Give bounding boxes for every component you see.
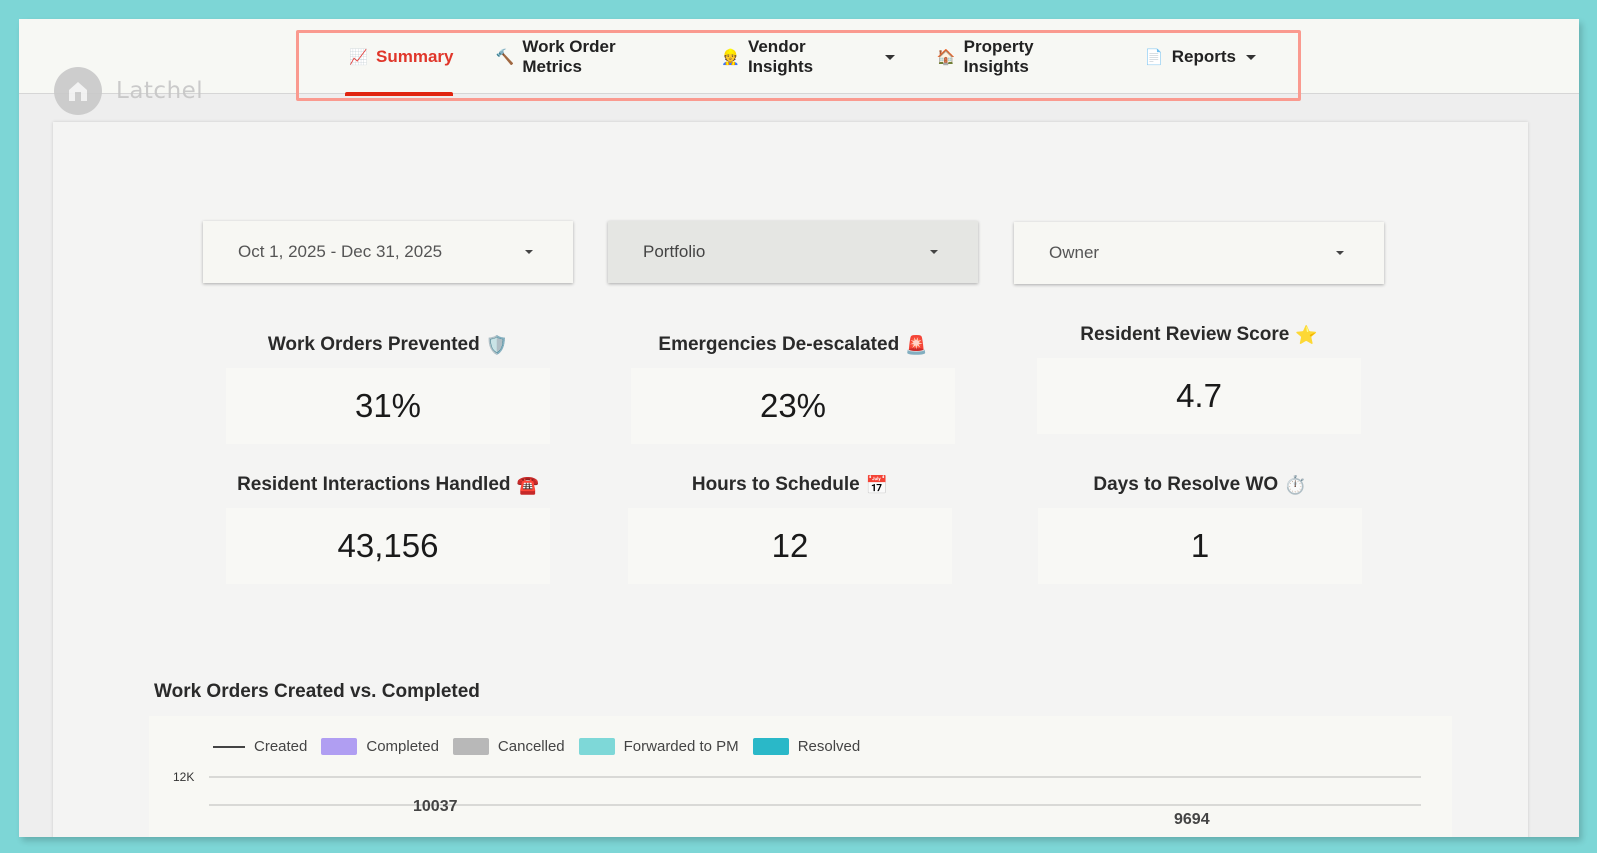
dashboard-window: Latchel 📈 Summary 🔨 Work Order Metrics 👷…	[19, 19, 1579, 837]
kpi-emergencies-deescalated-value: 23%	[631, 368, 955, 444]
legend-item-forwarded-to-pm[interactable]: Forwarded to PM	[578, 738, 739, 755]
chevron-down-icon	[1246, 54, 1256, 60]
chevron-down-icon	[884, 54, 895, 60]
legend-item-cancelled[interactable]: Cancelled	[452, 738, 565, 755]
tab-vendor-insights[interactable]: 👷 Vendor Insights	[721, 35, 895, 79]
kpi-title-text: Emergencies De-escalated	[658, 334, 900, 355]
gridline	[209, 776, 1421, 778]
kpi-hours-to-schedule-title: Hours to Schedule 📅	[628, 474, 952, 496]
color-swatch-icon	[321, 738, 358, 755]
main-tabs: 📈 Summary 🔨 Work Order Metrics 👷 Vendor …	[299, 33, 1298, 98]
tab-property-insights[interactable]: 🏠 Property Insights	[937, 35, 1103, 79]
legend-label: Completed	[366, 738, 439, 755]
owner-dropdown[interactable]: Owner	[1014, 222, 1384, 284]
legend-item-created[interactable]: Created	[213, 738, 307, 755]
work-orders-chart: Created Completed Cancelled Forwarded to…	[149, 716, 1452, 837]
tab-summary[interactable]: 📈 Summary	[344, 35, 454, 96]
kpi-days-to-resolve-title: Days to Resolve WO ⏱️	[1038, 474, 1362, 496]
star-icon: ⭐	[1295, 324, 1318, 345]
color-swatch-icon	[752, 738, 789, 755]
kpi-emergencies-deescalated-title: Emergencies De-escalated 🚨	[631, 334, 955, 356]
kpi-resident-review-score-value: 4.7	[1037, 358, 1361, 434]
kpi-hours-to-schedule-value: 12	[628, 508, 952, 584]
kpi-resident-review-score-title: Resident Review Score ⭐	[1037, 324, 1361, 346]
chevron-down-icon	[930, 250, 938, 254]
hammer-icon: 🔨	[495, 49, 515, 66]
chevron-down-icon	[525, 250, 533, 254]
legend-label: Created	[254, 738, 308, 755]
legend-label: Resolved	[797, 738, 861, 755]
tab-label: Summary	[376, 47, 454, 66]
legend-item-resolved[interactable]: Resolved	[752, 738, 861, 755]
portfolio-dropdown[interactable]: Portfolio	[608, 221, 978, 283]
shield-icon: 🛡️	[485, 334, 509, 355]
chevron-down-icon	[1336, 251, 1344, 255]
logo-text: Latchel	[116, 78, 204, 104]
kpi-title-text: Work Orders Prevented	[267, 334, 480, 355]
document-icon: 📄	[1144, 49, 1164, 66]
date-range-value: Oct 1, 2025 - Dec 31, 2025	[238, 242, 443, 261]
data-label: 9694	[1174, 811, 1210, 828]
tab-work-order-metrics[interactable]: 🔨 Work Order Metrics	[495, 35, 679, 79]
kpi-work-orders-prevented-value: 31%	[226, 368, 550, 444]
latchel-logo: Latchel	[54, 57, 204, 125]
home-logo-icon	[54, 67, 102, 115]
color-swatch-icon	[578, 738, 615, 755]
legend-label: Forwarded to PM	[623, 738, 739, 755]
construction-worker-icon: 👷	[721, 49, 740, 66]
summary-content-card: Oct 1, 2025 - Dec 31, 2025 Portfolio Own…	[53, 122, 1528, 837]
y-axis-tick: 12K	[173, 770, 195, 784]
owner-value: Owner	[1049, 243, 1100, 262]
kpi-resident-interactions-title: Resident Interactions Handled ☎️	[226, 474, 550, 496]
calendar-icon: 📅	[865, 474, 889, 495]
line-swatch-icon	[213, 745, 245, 748]
kpi-title-text: Resident Review Score	[1080, 324, 1290, 345]
tab-label: Vendor Insights	[747, 37, 814, 76]
chart-increasing-icon: 📈	[349, 49, 368, 66]
house-icon: 🏠	[936, 49, 956, 66]
kpi-title-text: Days to Resolve WO	[1093, 474, 1279, 495]
portfolio-value: Portfolio	[643, 242, 706, 261]
date-range-dropdown[interactable]: Oct 1, 2025 - Dec 31, 2025	[203, 221, 573, 283]
kpi-title-text: Hours to Schedule	[691, 474, 860, 495]
color-swatch-icon	[452, 738, 489, 755]
kpi-resident-interactions-value: 43,156	[226, 508, 550, 584]
gridline	[209, 804, 1421, 806]
telephone-icon: ☎️	[516, 474, 539, 495]
siren-icon: 🚨	[905, 334, 928, 355]
kpi-work-orders-prevented-title: Work Orders Prevented 🛡️	[226, 334, 550, 356]
data-label: 10037	[413, 798, 458, 815]
tab-label: Property Insights	[963, 37, 1034, 76]
stopwatch-icon: ⏱️	[1284, 474, 1307, 495]
kpi-days-to-resolve-value: 1	[1038, 508, 1362, 584]
tab-label: Work Order Metrics	[522, 37, 616, 76]
tab-reports[interactable]: 📄 Reports	[1145, 35, 1256, 79]
chart-title: Work Orders Created vs. Completed	[154, 681, 480, 702]
legend-label: Cancelled	[497, 738, 565, 755]
kpi-title-text: Resident Interactions Handled	[237, 474, 511, 495]
chart-legend: Created Completed Cancelled Forwarded to…	[213, 738, 864, 755]
legend-item-completed[interactable]: Completed	[321, 738, 439, 755]
tab-label: Reports	[1171, 47, 1236, 66]
nav-highlight-box: 📈 Summary 🔨 Work Order Metrics 👷 Vendor …	[296, 30, 1301, 101]
